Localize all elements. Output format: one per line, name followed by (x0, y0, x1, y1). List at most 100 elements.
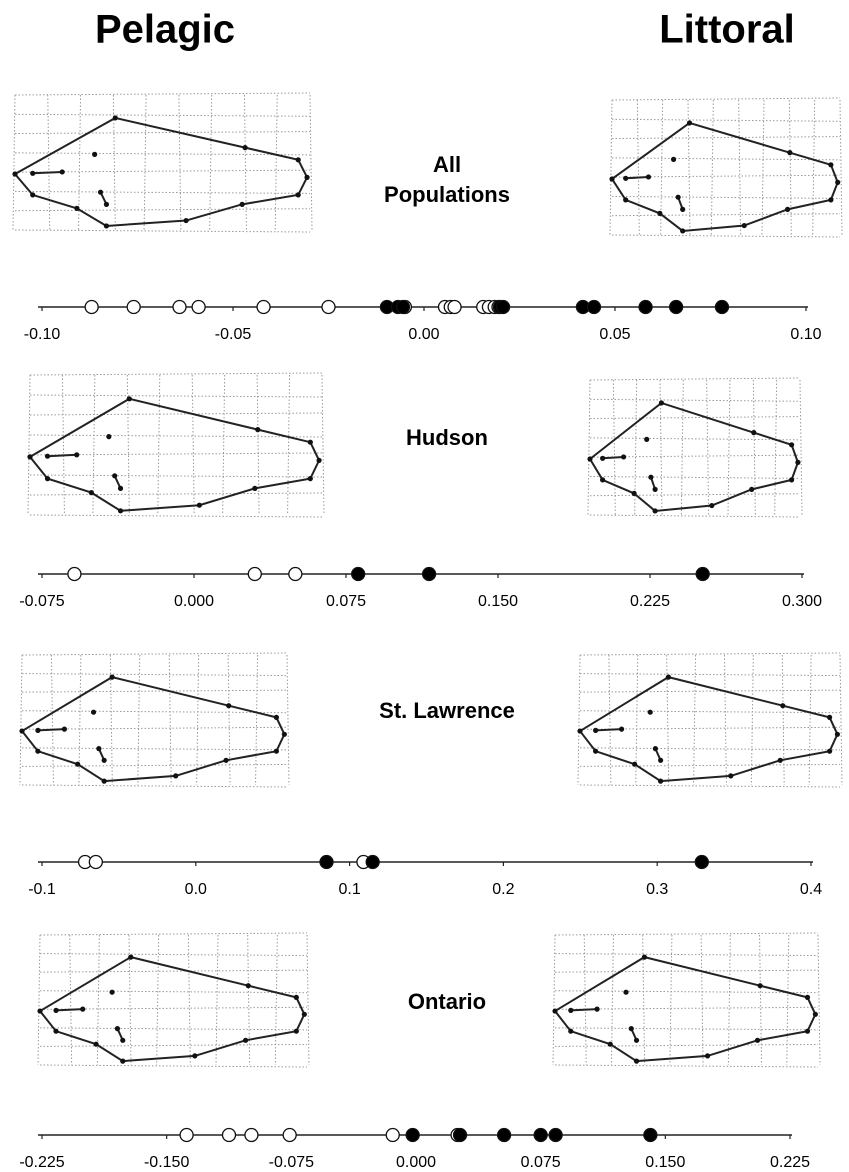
grid-dotted (70, 935, 72, 1065)
landmark (184, 218, 189, 223)
grid-dotted (590, 417, 800, 419)
grid-dotted (13, 95, 15, 230)
landmark (45, 476, 50, 481)
data-point (283, 1129, 296, 1142)
data-point (549, 1129, 562, 1142)
landmark (30, 171, 35, 176)
x-tick-label: -0.10 (24, 326, 61, 343)
landmark (243, 1038, 248, 1043)
data-point (423, 568, 436, 581)
grid-dotted (15, 230, 310, 232)
grid-dotted (609, 655, 611, 785)
grid-dotted (612, 235, 840, 237)
grid-dotted (40, 933, 307, 935)
data-point (670, 301, 683, 314)
landmark (226, 703, 231, 708)
grid-dotted (584, 935, 586, 1065)
landmark (296, 157, 301, 162)
landmark (274, 749, 279, 754)
landmark (120, 1059, 125, 1064)
grid-dotted (40, 954, 307, 956)
landmark (629, 1026, 634, 1031)
landmark-link (596, 729, 622, 730)
grid-dotted (257, 375, 259, 515)
grid-dotted (30, 475, 322, 477)
grid-dotted (809, 655, 811, 785)
grid-dotted (553, 935, 555, 1065)
panel-label: St. Lawrence (377, 696, 517, 726)
data-point (448, 301, 461, 314)
grid-dotted (20, 655, 22, 785)
grid-dotted (310, 95, 312, 230)
data-point (644, 1129, 657, 1142)
landmark (173, 773, 178, 778)
landmark (120, 1038, 125, 1043)
grid-dotted (590, 515, 800, 517)
data-point (173, 301, 186, 314)
grid-dotted (40, 970, 307, 972)
landmark (577, 728, 582, 733)
data-point (289, 568, 302, 581)
grid-dotted (787, 935, 789, 1065)
landmark (642, 955, 647, 960)
grid-dotted (22, 764, 287, 766)
landmark (12, 171, 17, 176)
landmark-link (626, 177, 649, 178)
landmark (657, 211, 662, 216)
panel-label: Ontario (377, 987, 517, 1017)
x-tick-label: 0.3 (646, 881, 668, 898)
x-tick-label: 0.225 (630, 593, 670, 610)
landmark-link (38, 729, 65, 730)
landmark (35, 749, 40, 754)
landmark (274, 715, 279, 720)
landmark (296, 192, 301, 197)
x-tick-label: 0.000 (174, 593, 214, 610)
panel-label: All Populations (377, 150, 517, 210)
header-right: Littoral (659, 8, 795, 52)
grid-dotted (800, 380, 802, 515)
grid-dotted (590, 476, 800, 478)
landmark (644, 437, 649, 442)
x-tick-label: -0.225 (19, 1154, 64, 1171)
landmark (671, 157, 676, 162)
grid-dotted (275, 95, 277, 230)
grid-dotted (228, 655, 230, 785)
grid-dotted (753, 380, 755, 515)
grid-dotted (555, 1044, 818, 1046)
landmark (255, 427, 260, 432)
grid-dotted (287, 655, 289, 785)
grid-dotted (51, 655, 53, 785)
grid-dotted (22, 690, 287, 692)
data-point (322, 301, 335, 314)
landmark (680, 228, 685, 233)
landmark (795, 460, 800, 465)
x-tick-label: 0.10 (790, 326, 821, 343)
landmark (89, 490, 94, 495)
landmark (659, 400, 664, 405)
data-point (366, 856, 379, 869)
x-tick-label: 0.225 (770, 1154, 810, 1171)
landmark (128, 955, 133, 960)
landmark (621, 454, 626, 459)
grid-dotted (789, 100, 791, 235)
x-tick-label: -0.150 (144, 1154, 189, 1171)
grid-dotted (711, 100, 713, 235)
landmark (805, 995, 810, 1000)
landmark (728, 773, 733, 778)
grid-dotted (588, 380, 590, 515)
landmark (587, 456, 592, 461)
landmark (623, 197, 628, 202)
landmark (648, 475, 653, 480)
deformation-grid (12, 93, 312, 232)
landmark (62, 727, 67, 732)
landmark (632, 762, 637, 767)
landmark (91, 710, 96, 715)
grid-dotted (22, 785, 287, 787)
data-point (396, 301, 409, 314)
landmark (600, 477, 605, 482)
x-tick-label: -0.1 (28, 881, 56, 898)
landmark (30, 192, 35, 197)
landmark (552, 1008, 557, 1013)
data-point (498, 1129, 511, 1142)
landmark (112, 473, 117, 478)
